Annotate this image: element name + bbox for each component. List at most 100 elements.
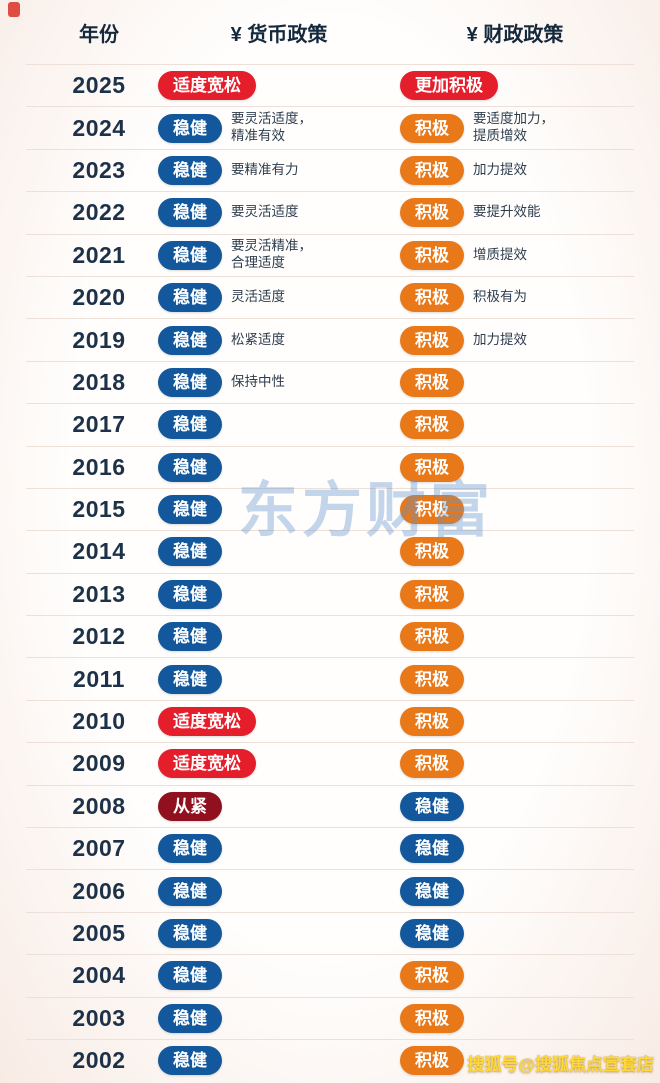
table-row: 2008 从紧 稳健 xyxy=(26,784,634,827)
monetary-policy-cell: 适度宽松 xyxy=(158,68,400,103)
monetary-policy-cell: 稳健 xyxy=(158,1043,400,1078)
monetary-policy-cell: 适度宽松 xyxy=(158,704,400,739)
fiscal-policy-badge: 稳健 xyxy=(400,876,464,906)
table-row: 2014 稳健 积极 xyxy=(26,530,634,572)
fiscal-policy-badge: 积极 xyxy=(400,664,464,694)
fiscal-policy-badge: 稳健 xyxy=(400,834,464,864)
year-cell: 2023 xyxy=(72,156,126,183)
table-row: 2012 稳健 积极 xyxy=(26,615,634,657)
fiscal-policy-note: 加力提效 xyxy=(473,331,527,347)
year-cell: 2006 xyxy=(72,877,126,904)
table-row: 2010 适度宽松 积极 xyxy=(26,699,634,742)
table-row: 2005 稳健 稳健 xyxy=(26,911,634,954)
fiscal-policy-badge: 积极 xyxy=(400,622,464,652)
year-cell: 2022 xyxy=(72,199,126,226)
monetary-policy-badge: 稳健 xyxy=(158,367,222,397)
fiscal-policy-cell: 积极 xyxy=(400,492,630,527)
monetary-policy-badge: 稳健 xyxy=(158,876,222,906)
table-row: 2018 稳健 保持中性 积极 xyxy=(26,360,634,403)
monetary-policy-note: 要灵活适度， 精准有效 xyxy=(231,111,312,144)
monetary-policy-cell: 稳健 灵活适度 xyxy=(158,280,400,315)
monetary-policy-badge: 适度宽松 xyxy=(158,707,256,737)
fiscal-policy-badge: 积极 xyxy=(400,537,464,567)
year-cell: 2025 xyxy=(72,72,126,99)
table-row: 2019 稳健 松紧适度 积极 加力提效 xyxy=(26,318,634,360)
table-row: 2002 稳健 积极 xyxy=(26,1038,634,1081)
fiscal-policy-cell: 稳健 xyxy=(400,874,630,909)
monetary-policy-cell: 从紧 xyxy=(158,789,400,824)
year-cell: 2024 xyxy=(72,114,126,141)
year-cell: 2021 xyxy=(72,241,126,268)
year-cell: 2002 xyxy=(72,1047,126,1074)
monetary-policy-badge: 稳健 xyxy=(158,155,222,185)
monetary-policy-note: 松紧适度 xyxy=(231,331,285,347)
fiscal-policy-badge: 稳健 xyxy=(400,791,464,821)
fiscal-policy-cell: 稳健 xyxy=(400,831,630,866)
fiscal-policy-cell: 积极 加力提效 xyxy=(400,323,630,358)
policy-table-body: 2025 适度宽松 更加积极 2024 稳健 要灵活适度， 精准有效 积极 要适… xyxy=(26,64,634,1081)
monetary-policy-badge: 稳健 xyxy=(158,834,222,864)
fiscal-policy-cell: 积极 xyxy=(400,746,630,781)
table-row: 2023 稳健 要精准有力 积极 加力提效 xyxy=(26,148,634,191)
table-row: 2009 适度宽松 积极 xyxy=(26,742,634,784)
year-cell: 2007 xyxy=(72,835,126,862)
table-row: 2003 稳健 积极 xyxy=(26,996,634,1039)
monetary-policy-badge: 从紧 xyxy=(158,791,222,821)
corner-mark xyxy=(8,2,20,17)
year-cell: 2010 xyxy=(72,708,126,735)
monetary-policy-badge: 稳健 xyxy=(158,240,222,270)
fiscal-policy-cell: 积极 xyxy=(400,534,630,569)
fiscal-policy-cell: 积极 xyxy=(400,704,630,739)
monetary-policy-badge: 稳健 xyxy=(158,113,222,143)
year-cell: 2013 xyxy=(72,580,126,607)
fiscal-policy-cell: 积极 xyxy=(400,662,630,697)
monetary-policy-cell: 稳健 xyxy=(158,831,400,866)
year-cell: 2014 xyxy=(72,538,126,565)
monetary-policy-cell: 稳健 要灵活精准， 合理适度 xyxy=(158,235,400,275)
fiscal-policy-cell: 积极 xyxy=(400,450,630,485)
fiscal-policy-cell: 积极 xyxy=(400,365,630,400)
monetary-policy-note: 要灵活精准， 合理适度 xyxy=(231,238,312,271)
monetary-policy-cell: 稳健 xyxy=(158,407,400,442)
fiscal-policy-badge: 积极 xyxy=(400,749,464,779)
fiscal-policy-badge: 积极 xyxy=(400,155,464,185)
monetary-policy-badge: 稳健 xyxy=(158,325,222,355)
monetary-policy-cell: 稳健 xyxy=(158,916,400,951)
fiscal-policy-note: 加力提效 xyxy=(473,162,527,178)
fiscal-policy-badge: 积极 xyxy=(400,325,464,355)
fiscal-policy-badge: 积极 xyxy=(400,495,464,525)
fiscal-policy-cell: 稳健 xyxy=(400,916,630,951)
monetary-policy-cell: 稳健 xyxy=(158,492,400,527)
year-cell: 2020 xyxy=(72,284,126,311)
year-cell: 2015 xyxy=(72,496,126,523)
table-row: 2015 稳健 积极 xyxy=(26,487,634,530)
fiscal-policy-cell: 积极 xyxy=(400,619,630,654)
header-monetary-policy: ¥ 货币政策 xyxy=(230,23,328,46)
monetary-policy-badge: 稳健 xyxy=(158,1046,222,1076)
monetary-policy-cell: 稳健 xyxy=(158,874,400,909)
year-cell: 2003 xyxy=(72,1004,126,1031)
year-cell: 2016 xyxy=(72,453,126,480)
monetary-policy-cell: 稳健 xyxy=(158,534,400,569)
monetary-policy-badge: 稳健 xyxy=(158,919,222,948)
fiscal-policy-cell: 更加积极 xyxy=(400,68,630,103)
fiscal-policy-badge: 更加积极 xyxy=(400,71,498,101)
monetary-policy-badge: 稳健 xyxy=(158,579,222,609)
year-cell: 2005 xyxy=(72,920,126,946)
fiscal-policy-cell: 积极 xyxy=(400,577,630,612)
monetary-policy-note: 要精准有力 xyxy=(231,162,299,178)
monetary-policy-badge: 稳健 xyxy=(158,410,222,440)
fiscal-policy-cell: 积极 xyxy=(400,1001,630,1036)
year-cell: 2019 xyxy=(72,326,126,353)
fiscal-policy-cell: 积极 xyxy=(400,407,630,442)
monetary-policy-badge: 稳健 xyxy=(158,1003,222,1033)
fiscal-policy-badge: 积极 xyxy=(400,283,464,313)
monetary-policy-badge: 稳健 xyxy=(158,283,222,313)
monetary-policy-cell: 稳健 松紧适度 xyxy=(158,323,400,358)
monetary-policy-cell: 适度宽松 xyxy=(158,746,400,781)
fiscal-policy-cell: 积极 xyxy=(400,1043,630,1078)
monetary-policy-badge: 稳健 xyxy=(158,495,222,525)
year-cell: 2017 xyxy=(72,411,126,438)
fiscal-policy-badge: 积极 xyxy=(400,410,464,440)
